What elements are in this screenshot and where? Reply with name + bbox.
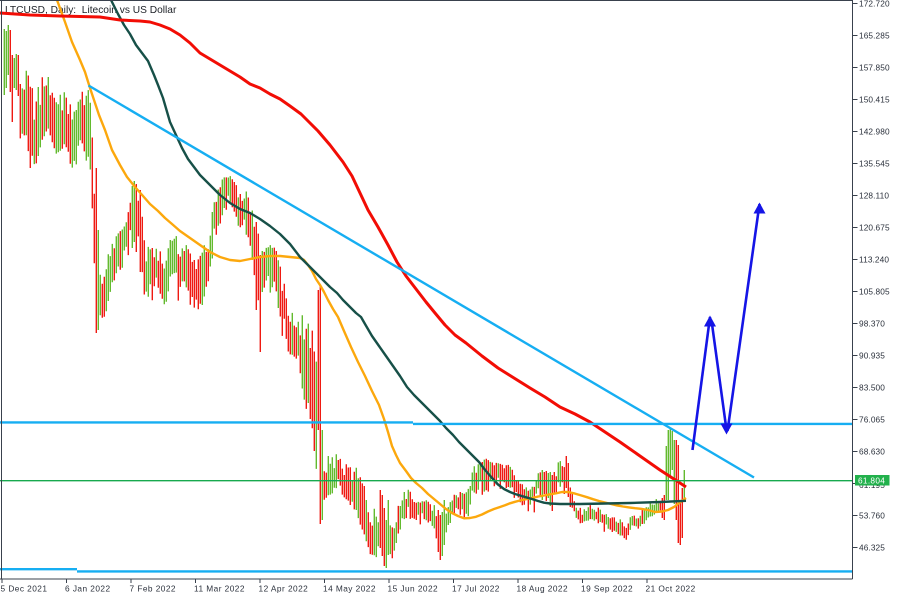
svg-text:46.325: 46.325 [859,542,885,552]
svg-text:6 Jan 2022: 6 Jan 2022 [65,584,111,594]
svg-text:105.805: 105.805 [859,286,890,296]
svg-text:7 Feb 2022: 7 Feb 2022 [130,584,176,594]
svg-text:135.545: 135.545 [859,158,890,168]
svg-text:128.110: 128.110 [859,190,889,200]
svg-text:165.285: 165.285 [859,30,890,40]
svg-text:18 Aug 2022: 18 Aug 2022 [517,584,569,594]
svg-text:150.415: 150.415 [859,94,890,104]
svg-text:120.675: 120.675 [859,222,890,232]
svg-text:21 Oct 2022: 21 Oct 2022 [646,584,696,594]
svg-text:12 Apr 2022: 12 Apr 2022 [259,584,309,594]
svg-text:68.630: 68.630 [859,446,885,456]
svg-text:11 Mar 2022: 11 Mar 2022 [194,584,245,594]
svg-text:15 Jun 2022: 15 Jun 2022 [388,584,439,594]
svg-text:LTCUSD, Daily: Litecoin vs US: LTCUSD, Daily: Litecoin vs US Dollar [5,5,177,16]
svg-text:61.804: 61.804 [858,476,885,486]
svg-text:76.065: 76.065 [859,414,885,424]
svg-text:17 Jul 2022: 17 Jul 2022 [452,584,500,594]
svg-text:83.500: 83.500 [859,382,885,392]
svg-text:98.370: 98.370 [859,318,885,328]
svg-text:53.760: 53.760 [859,510,885,520]
svg-text:90.935: 90.935 [859,350,885,360]
svg-text:172.720: 172.720 [859,0,890,8]
svg-text:19 Sep 2022: 19 Sep 2022 [581,584,633,594]
svg-text:14 May 2022: 14 May 2022 [323,584,376,594]
svg-text:5 Dec 2021: 5 Dec 2021 [1,584,48,594]
svg-text:113.240: 113.240 [859,254,889,264]
svg-text:142.980: 142.980 [859,126,890,136]
svg-text:157.850: 157.850 [859,62,890,72]
